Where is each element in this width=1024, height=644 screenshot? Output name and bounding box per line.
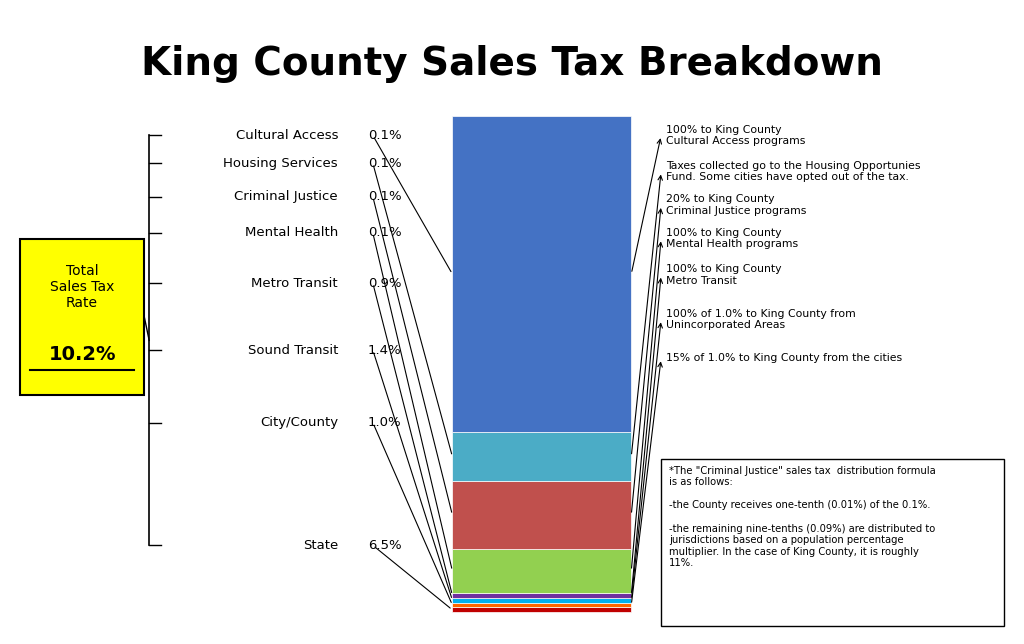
Text: 0.1%: 0.1% (368, 227, 401, 240)
Text: 100% of 1.0% to King County from
Unincorporated Areas: 100% of 1.0% to King County from Unincor… (666, 308, 856, 330)
Bar (453, 607, 631, 612)
Text: 0.9%: 0.9% (368, 277, 401, 290)
Bar (453, 592, 631, 598)
Bar (453, 432, 631, 481)
Text: 6.5%: 6.5% (368, 539, 401, 552)
Text: 0.1%: 0.1% (368, 156, 401, 170)
Text: Taxes collected go to the Housing Opportunies
Fund. Some cities have opted out o: Taxes collected go to the Housing Opport… (666, 161, 921, 182)
Text: King County Sales Tax Breakdown: King County Sales Tax Breakdown (141, 45, 883, 83)
Bar (453, 116, 631, 432)
Text: *The "Criminal Justice" sales tax  distribution formula
is as follows:

-the Cou: *The "Criminal Justice" sales tax distri… (669, 466, 936, 569)
Text: Mental Health: Mental Health (245, 227, 338, 240)
Bar (453, 598, 631, 603)
FancyBboxPatch shape (20, 238, 144, 395)
Text: 20% to King County
Criminal Justice programs: 20% to King County Criminal Justice prog… (666, 194, 807, 216)
Text: Metro Transit: Metro Transit (252, 277, 338, 290)
Text: 100% to King County
Metro Transit: 100% to King County Metro Transit (666, 264, 781, 286)
Text: State: State (303, 539, 338, 552)
FancyBboxPatch shape (662, 459, 1004, 626)
Text: 100% to King County
Mental Health programs: 100% to King County Mental Health progra… (666, 228, 798, 249)
Text: 0.1%: 0.1% (368, 129, 401, 142)
Text: City/County: City/County (260, 416, 338, 429)
Text: 1.4%: 1.4% (368, 344, 401, 357)
Bar (453, 481, 631, 549)
Text: Total
Sales Tax
Rate: Total Sales Tax Rate (50, 263, 115, 310)
Text: Sound Transit: Sound Transit (248, 344, 338, 357)
Text: 100% to King County
Cultural Access programs: 100% to King County Cultural Access prog… (666, 124, 806, 146)
Text: Housing Services: Housing Services (223, 156, 338, 170)
Text: 0.1%: 0.1% (368, 190, 401, 204)
Text: Criminal Justice: Criminal Justice (234, 190, 338, 204)
Text: 1.0%: 1.0% (368, 416, 401, 429)
Text: Cultural Access: Cultural Access (236, 129, 338, 142)
Bar (453, 603, 631, 607)
Text: 15% of 1.0% to King County from the cities: 15% of 1.0% to King County from the citi… (666, 354, 902, 363)
Text: 10.2%: 10.2% (48, 345, 116, 364)
Bar (453, 549, 631, 592)
